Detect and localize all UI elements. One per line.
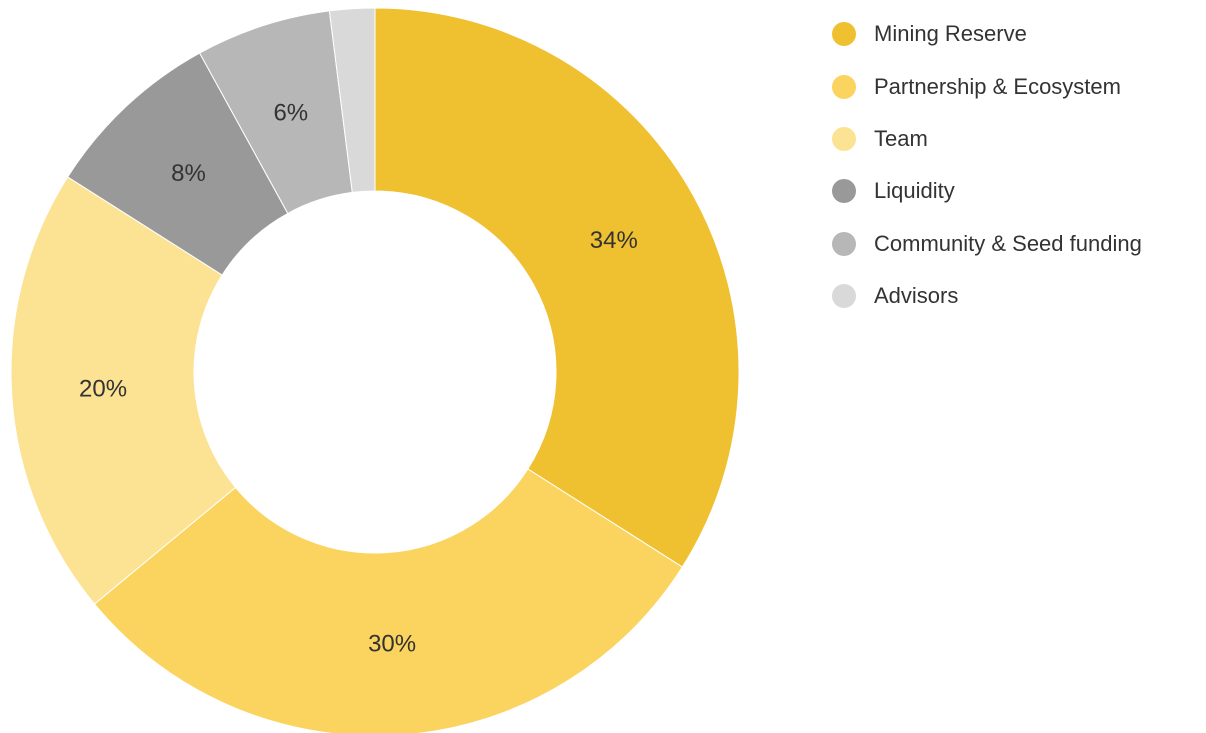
legend-label: Mining Reserve: [874, 21, 1027, 47]
legend-swatch: [832, 74, 856, 99]
legend-item: Partnership & Ecosystem: [832, 60, 1142, 112]
legend-swatch: [832, 22, 856, 47]
legend-item: Advisors: [832, 270, 1142, 322]
slice-2: [93, 468, 684, 733]
donut-chart: 34% 30% 20% 8% 6%: [10, 7, 740, 733]
legend-label: Partnership & Ecosystem: [874, 73, 1121, 99]
legend-item: Mining Reserve: [832, 8, 1142, 60]
slice-label-1: 34%: [590, 227, 638, 254]
legend-swatch: [832, 179, 856, 204]
slice-6: [328, 7, 376, 193]
legend: Mining Reserve Partnership & Ecosystem Tea…: [832, 8, 1142, 322]
legend-swatch: [832, 231, 856, 256]
legend-item: Liquidity: [832, 165, 1142, 217]
legend-label: Community & Seed funding: [874, 230, 1142, 256]
legend-label: Liquidity: [874, 178, 955, 204]
legend-swatch: [832, 284, 856, 309]
legend-item: Community & Seed funding: [832, 218, 1142, 270]
slice-label-2: 30%: [368, 630, 416, 657]
legend-swatch: [832, 126, 856, 151]
legend-item: Team: [832, 113, 1142, 165]
slice-label-3: 20%: [79, 376, 127, 403]
slice-3: [10, 176, 237, 605]
legend-label: Advisors: [874, 283, 959, 309]
slice-label-5: 6%: [273, 99, 308, 126]
slice-1: [374, 7, 740, 568]
slice-label-4: 8%: [171, 160, 206, 187]
legend-label: Team: [874, 125, 928, 151]
